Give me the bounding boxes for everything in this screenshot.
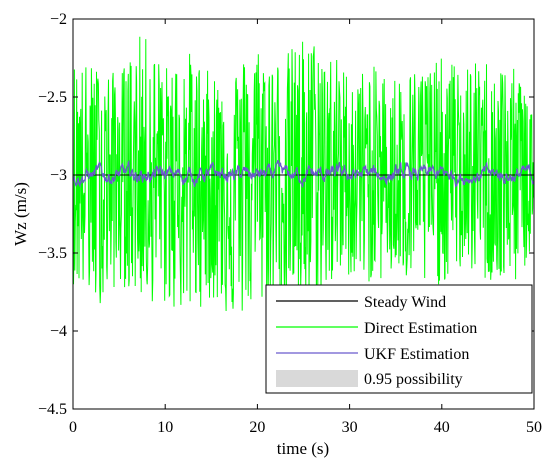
- y-tick-label: −3.5: [38, 245, 67, 262]
- series-layer: [73, 36, 534, 312]
- x-tick-label: 20: [249, 419, 265, 436]
- x-ticks: 0 10 20 30 40 50: [69, 19, 542, 436]
- x-tick-label: 30: [342, 419, 358, 436]
- y-tick-label: −2: [50, 11, 67, 28]
- direct-estimation-line: [73, 36, 534, 312]
- plot-area: 0 10 20 30 40 50 −2 −2.5 −3 −3.5 −4 −4.5: [38, 11, 542, 436]
- legend-swatch-area: [276, 370, 358, 387]
- legend-label: Direct Estimation: [364, 320, 477, 337]
- legend-label: 0.95 possibility: [364, 371, 463, 388]
- legend-label: UKF Estimation: [364, 346, 469, 363]
- x-tick-label: 50: [526, 419, 542, 436]
- x-tick-label: 40: [434, 419, 450, 436]
- y-ticks: −2 −2.5 −3 −3.5 −4 −4.5: [38, 11, 534, 418]
- y-axis-label: Wz (m/s): [11, 182, 30, 246]
- y-tick-label: −4.5: [38, 401, 67, 418]
- y-tick-label: −2.5: [38, 89, 67, 106]
- y-tick-label: −4: [50, 323, 67, 340]
- axes-frame: [72, 18, 535, 410]
- ukf-estimation-line: [73, 159, 534, 189]
- x-tick-label: 10: [157, 419, 173, 436]
- x-tick-label: 0: [69, 419, 77, 436]
- legend: Steady Wind Direct Estimation UKF Estimati…: [265, 284, 533, 394]
- y-tick-label: −3: [50, 167, 67, 184]
- legend-label: Steady Wind: [364, 294, 446, 311]
- x-axis-label: time (s): [277, 439, 329, 458]
